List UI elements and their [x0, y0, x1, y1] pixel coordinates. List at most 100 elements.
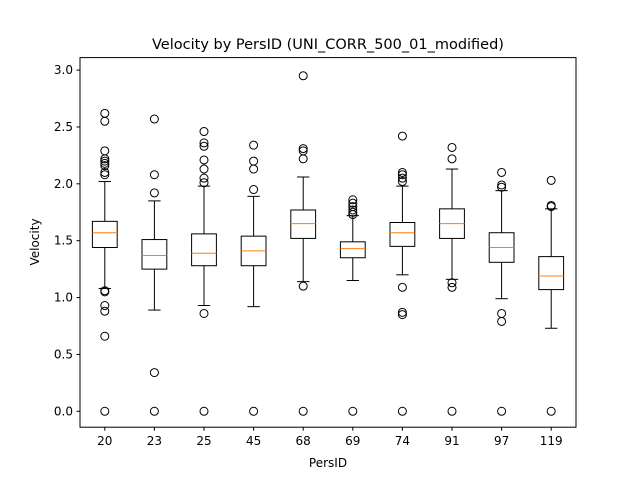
y-tick-label: 1.5 [54, 234, 73, 248]
outlier-point [199, 173, 209, 183]
outlier-point [397, 170, 407, 180]
outlier-point [546, 406, 556, 416]
outlier-point [397, 310, 407, 320]
y-tick-label: 0.0 [54, 404, 73, 418]
outlier-point [298, 406, 308, 416]
outlier-point [348, 207, 358, 217]
outlier-point [298, 281, 308, 291]
outlier-point [397, 307, 407, 317]
chart-title: Velocity by PersID (UNI_CORR_500_01_modi… [152, 37, 504, 53]
outlier-point [397, 282, 407, 292]
outlier-point [397, 131, 407, 141]
outlier-point [100, 286, 110, 296]
outlier-point [497, 180, 507, 190]
outlier-point [397, 173, 407, 183]
y-tick-label: 3.0 [54, 63, 73, 77]
box-group-20 [91, 108, 118, 416]
x-tick-label: 119 [540, 434, 563, 448]
iqr-box [389, 221, 416, 247]
outlier-point [100, 161, 110, 171]
outlier-point [100, 406, 110, 416]
x-tick-label: 74 [395, 434, 410, 448]
iqr-box [339, 241, 366, 259]
outlier-point [497, 308, 507, 318]
outlier-point [199, 178, 209, 188]
outlier-point [149, 170, 159, 180]
iqr-box [191, 233, 217, 267]
outlier-point [100, 167, 110, 177]
outlier-point [249, 156, 259, 166]
outlier-point [199, 164, 209, 174]
outlier-point [447, 278, 457, 288]
x-tick-label: 97 [494, 434, 509, 448]
outlier-point [100, 108, 110, 118]
box-group-68 [290, 71, 317, 416]
outlier-point [348, 406, 358, 416]
outlier-point [348, 198, 358, 208]
x-axis-label: PersID [309, 456, 347, 470]
y-tick-label: 1.0 [54, 291, 73, 305]
box-group-119 [538, 175, 565, 416]
box-group-45 [240, 140, 267, 416]
x-axis: 20 23 25 45 68 69 74 91 97 119 [97, 427, 563, 448]
outlier-point [199, 308, 209, 318]
box-group-23 [141, 114, 168, 416]
box-group-74 [389, 131, 416, 416]
outlier-point [546, 175, 556, 185]
outlier-point [348, 205, 358, 215]
outlier-point [447, 154, 457, 164]
x-tick-label: 23 [147, 434, 162, 448]
axes-frame [79, 57, 577, 428]
outlier-point [497, 406, 507, 416]
x-tick-label: 45 [246, 434, 261, 448]
x-tick-label: 91 [444, 434, 459, 448]
x-tick-label: 69 [345, 434, 360, 448]
outlier-point [546, 200, 556, 210]
iqr-box [141, 239, 168, 270]
box-group-97 [488, 167, 515, 416]
outlier-point [100, 158, 110, 168]
outlier-point [397, 406, 407, 416]
outlier-point [149, 406, 159, 416]
outlier-point [348, 202, 358, 212]
x-tick-label: 25 [196, 434, 211, 448]
outlier-point [100, 331, 110, 341]
outlier-point [298, 71, 308, 81]
outlier-point [100, 301, 110, 311]
outlier-point [447, 282, 457, 292]
outlier-point [397, 177, 407, 187]
outlier-point [249, 140, 259, 150]
outlier-point [100, 156, 110, 166]
y-axis: 0.0 0.5 1.0 1.5 2.0 2.5 3.0 [54, 63, 80, 418]
outlier-point [298, 144, 308, 154]
outlier-point [100, 306, 110, 316]
outlier-point [199, 127, 209, 137]
box-group-25 [191, 127, 217, 416]
x-tick-label: 20 [97, 434, 112, 448]
iqr-box [290, 209, 317, 239]
outlier-point [100, 170, 110, 180]
iqr-box [91, 220, 118, 249]
outlier-point [149, 188, 159, 198]
outlier-point [199, 138, 209, 148]
box-group-69 [339, 195, 366, 416]
outlier-point [397, 167, 407, 177]
outlier-point [348, 195, 358, 205]
outlier-point [497, 167, 507, 177]
outlier-point [298, 146, 308, 156]
iqr-box [538, 256, 565, 291]
y-tick-label: 2.0 [54, 177, 73, 191]
outlier-point [447, 406, 457, 416]
outlier-point [199, 406, 209, 416]
y-tick-label: 0.5 [54, 347, 73, 361]
y-tick-label: 2.5 [54, 120, 73, 134]
y-axis-label: Velocity [28, 218, 42, 265]
outlier-point [249, 185, 259, 195]
outlier-point [497, 182, 507, 192]
x-tick-label: 68 [296, 434, 311, 448]
outlier-point [149, 114, 159, 124]
outlier-point [199, 141, 209, 151]
outlier-point [447, 142, 457, 152]
